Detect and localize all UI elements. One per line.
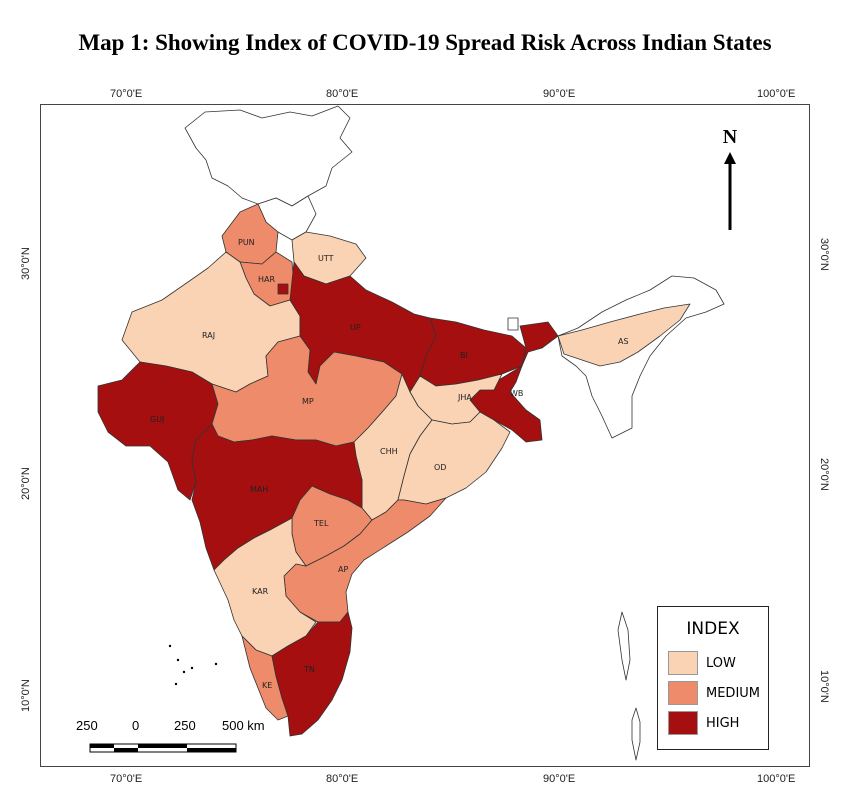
- lon-tick-top-70: 70°0'E: [110, 88, 143, 100]
- scale-bar: 250 0 250 500 km: [72, 718, 272, 758]
- legend-label-low: LOW: [706, 655, 736, 671]
- legend-item-medium: MEDIUM: [668, 681, 760, 705]
- label-mah: MAH: [250, 485, 268, 494]
- label-utt: UTT: [318, 254, 334, 263]
- map-frame: [40, 104, 810, 767]
- north-label: N: [722, 126, 738, 148]
- north-arrow-icon: [724, 152, 736, 230]
- label-mp: MP: [302, 397, 314, 406]
- legend-item-high: HIGH: [668, 711, 739, 735]
- label-as: AS: [618, 337, 629, 346]
- label-od: OD: [434, 463, 446, 472]
- islands-lakshadweep: [168, 644, 218, 686]
- label-ap: AP: [338, 565, 348, 574]
- lon-tick-bottom-90: 90°0'E: [543, 773, 576, 785]
- map-title: Map 1: Showing Index of COVID-19 Spread …: [78, 30, 772, 55]
- state-sikkim: [507, 317, 519, 331]
- legend-label-high: HIGH: [706, 715, 740, 731]
- lon-tick-top-90: 90°0'E: [543, 88, 576, 100]
- state-ap: [283, 497, 447, 623]
- lon-tick-top-80: 80°0'E: [326, 88, 359, 100]
- label-jha: JHA: [457, 393, 472, 402]
- lon-tick-bottom-80: 80°0'E: [326, 773, 359, 785]
- lon-tick-bottom-100: 100°0'E: [757, 773, 796, 785]
- islands-nicobar: [631, 707, 641, 761]
- legend-swatch-low: [668, 651, 698, 675]
- label-chh: CHH: [380, 447, 398, 456]
- state-jk: [184, 105, 353, 207]
- label-pun: PUN: [238, 238, 255, 247]
- state-od: [397, 411, 511, 505]
- state-as: [557, 303, 691, 367]
- scale-label-250: 250: [174, 718, 196, 733]
- scale-label-500km: 500 km: [222, 718, 265, 733]
- legend-label-medium: MEDIUM: [706, 685, 761, 701]
- north-arrow: N: [715, 126, 745, 236]
- label-ke: KE: [262, 681, 272, 690]
- legend: INDEX LOW MEDIUM HIGH: [657, 606, 769, 750]
- legend-swatch-medium: [668, 681, 698, 705]
- state-tn: [271, 611, 353, 737]
- label-tn: TN: [303, 665, 315, 674]
- lon-tick-bottom-70: 70°0'E: [110, 773, 143, 785]
- scale-label-0: 0: [132, 718, 140, 733]
- islands-andaman: [617, 611, 631, 681]
- label-tel: TEL: [313, 519, 329, 528]
- scale-label-250-left: 250: [76, 718, 98, 733]
- legend-title: INDEX: [686, 619, 740, 639]
- label-bi: BI: [460, 351, 468, 360]
- label-har: HAR: [258, 275, 275, 284]
- state-delhi: [277, 283, 289, 295]
- label-wb: WB: [510, 389, 523, 398]
- label-guj: GUJ: [150, 415, 164, 424]
- lon-tick-top-100: 100°0'E: [757, 88, 796, 100]
- label-kar: KAR: [252, 587, 269, 596]
- legend-swatch-high: [668, 711, 698, 735]
- scale-bar-graphic: [89, 743, 237, 753]
- legend-item-low: LOW: [668, 651, 736, 675]
- label-raj: RAJ: [202, 331, 215, 340]
- label-up: UP: [350, 323, 361, 332]
